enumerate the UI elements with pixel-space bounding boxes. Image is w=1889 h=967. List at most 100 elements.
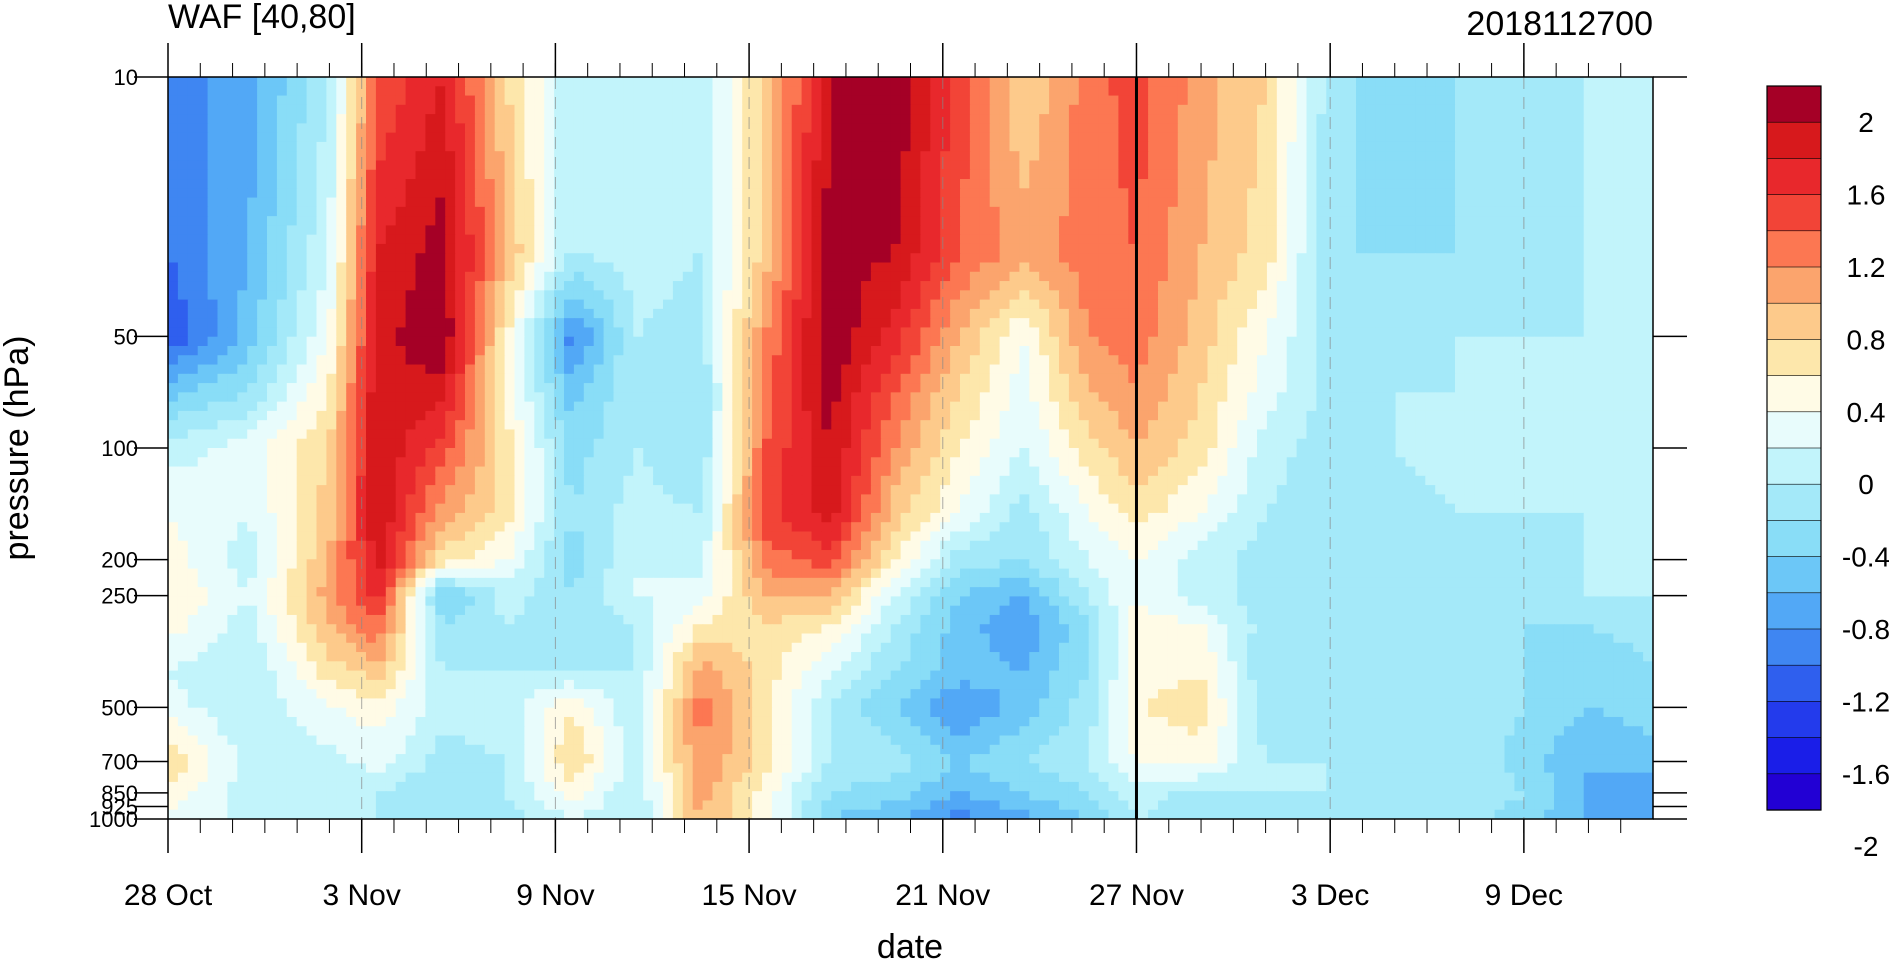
- field-cell: [177, 271, 189, 282]
- field-cell: [484, 86, 496, 97]
- field-cell: [623, 308, 634, 319]
- field-cell: [821, 308, 832, 319]
- field-cell: [1405, 225, 1416, 236]
- field-cell: [554, 243, 565, 254]
- field-cell: [702, 216, 714, 227]
- field-cell: [435, 179, 446, 189]
- field-cell: [207, 308, 219, 319]
- field-cell: [732, 364, 743, 375]
- field-cell: [1138, 290, 1149, 301]
- field-cell: [168, 77, 179, 87]
- field-cell: [316, 86, 327, 97]
- field-cell: [455, 243, 466, 254]
- field-cell: [1573, 318, 1585, 329]
- field-cell: [197, 188, 209, 199]
- field-cell: [880, 290, 892, 301]
- field-cell: [336, 364, 347, 375]
- field-cell: [880, 95, 892, 106]
- field-cell: [950, 188, 961, 199]
- field-cell: [890, 243, 902, 254]
- field-cell: [1059, 373, 1070, 384]
- field-cell: [1504, 281, 1515, 291]
- field-cell: [910, 225, 921, 236]
- field-cell: [415, 234, 426, 245]
- field-cell: [663, 271, 674, 282]
- field-cell: [1098, 104, 1110, 115]
- field-cell: [1316, 206, 1327, 217]
- field-cell: [811, 262, 822, 273]
- field-cell: [633, 169, 644, 180]
- field-cell: [821, 104, 832, 115]
- field-cell: [1029, 373, 1040, 384]
- field-cell: [801, 141, 813, 152]
- field-cell: [1623, 290, 1634, 301]
- field-cell: [771, 188, 783, 199]
- field-cell: [1059, 318, 1070, 329]
- field-cell: [405, 123, 417, 134]
- field-cell: [821, 160, 832, 171]
- field-cell: [870, 290, 882, 301]
- field-cell: [712, 262, 723, 273]
- field-cell: [237, 77, 248, 87]
- field-cell: [791, 234, 803, 245]
- field-cell: [960, 234, 971, 245]
- field-cell: [851, 141, 862, 152]
- waf-field: [168, 77, 1653, 819]
- field-cell: [1554, 373, 1565, 384]
- field-cell: [564, 179, 575, 189]
- field-cell: [1474, 151, 1486, 162]
- field-cell: [1623, 243, 1634, 254]
- field-cell: [168, 206, 179, 217]
- field-cell: [1049, 225, 1060, 236]
- field-cell: [504, 151, 516, 162]
- field-cell: [1039, 253, 1050, 264]
- field-cell: [920, 141, 931, 152]
- field-cell: [1613, 123, 1624, 134]
- field-cell: [425, 123, 436, 134]
- field-cell: [465, 318, 476, 329]
- field-cell: [405, 234, 417, 245]
- field-cell: [1009, 141, 1020, 152]
- field-cell: [1375, 373, 1387, 384]
- field-cell: [1514, 141, 1525, 152]
- field-cell: [207, 132, 219, 143]
- field-cell: [1266, 336, 1278, 347]
- field-cell: [168, 160, 179, 171]
- field-cell: [1623, 95, 1634, 106]
- field-cell: [653, 262, 664, 273]
- field-cell: [474, 253, 486, 264]
- field-cell: [1049, 114, 1060, 124]
- field-cell: [168, 355, 179, 366]
- field-cell: [623, 188, 634, 199]
- field-cell: [742, 299, 753, 310]
- field-cell: [564, 345, 575, 356]
- field-cell: [831, 308, 842, 319]
- field-cell: [1187, 318, 1199, 329]
- field-cell: [1167, 141, 1179, 152]
- field-cell: [1138, 132, 1149, 143]
- field-cell: [1148, 327, 1159, 338]
- field-cell: [722, 225, 733, 236]
- field-cell: [851, 188, 862, 199]
- field-cell: [1306, 77, 1317, 87]
- field-cell: [366, 336, 377, 347]
- field-cell: [1227, 345, 1238, 356]
- field-cell: [732, 104, 743, 115]
- field-cell: [1177, 262, 1189, 273]
- field-cell: [841, 216, 852, 227]
- field-cell: [979, 123, 991, 134]
- field-cell: [712, 114, 723, 124]
- field-cell: [1375, 225, 1387, 236]
- field-cell: [1197, 271, 1209, 282]
- field-cell: [682, 318, 694, 329]
- field-cell: [1276, 364, 1288, 375]
- field-cell: [1039, 318, 1050, 329]
- field-cell: [1247, 151, 1258, 162]
- field-cell: [712, 132, 723, 143]
- field-cell: [742, 271, 753, 282]
- field-cell: [415, 318, 426, 329]
- field-cell: [1336, 86, 1347, 97]
- field-cell: [375, 364, 387, 375]
- field-cell: [1266, 327, 1278, 338]
- field-cell: [445, 151, 456, 162]
